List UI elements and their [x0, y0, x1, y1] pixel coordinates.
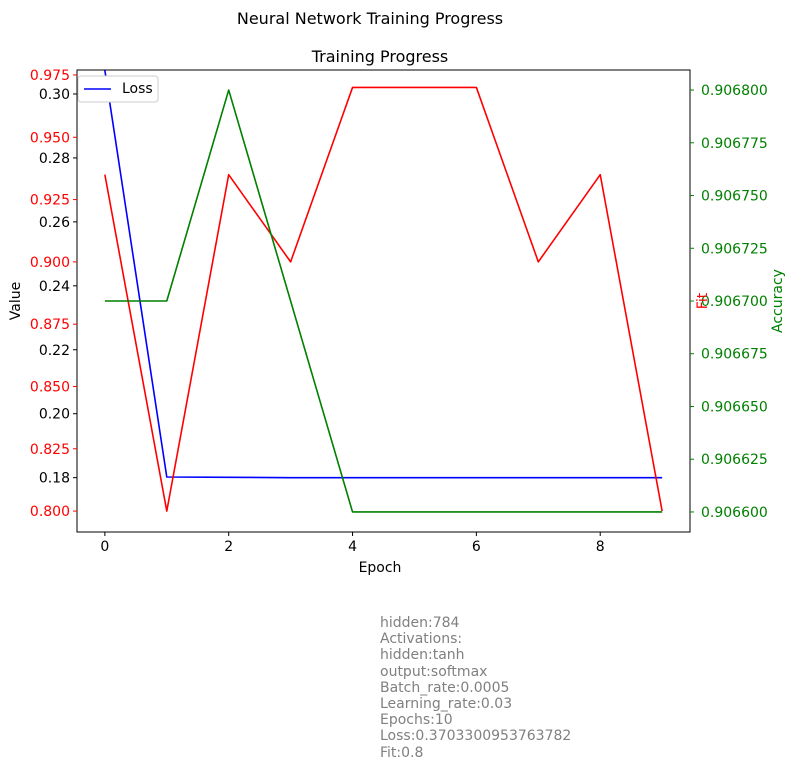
- y-tick-label-accuracy: 0.906600: [701, 505, 768, 521]
- x-tick-label: 0: [100, 539, 109, 555]
- info-line: Learning_rate:0.03: [380, 696, 513, 713]
- info-line: Epochs:10: [380, 712, 453, 729]
- y-tick-label-loss: 0.20: [39, 407, 70, 423]
- y-tick-label-fit: 0.925: [30, 193, 70, 209]
- info-line: hidden:tanh: [380, 647, 465, 664]
- y-tick-label-fit: 0.900: [30, 255, 70, 271]
- legend: Loss: [77, 75, 159, 103]
- chart-title: Training Progress: [311, 47, 449, 66]
- legend-box: [77, 75, 159, 103]
- info-line: Batch_rate:0.0005: [380, 679, 510, 696]
- series-line-accuracy: [104, 89, 663, 513]
- y-tick-label-loss: 0.30: [39, 87, 70, 103]
- y-tick-label-fit: 0.800: [30, 504, 70, 520]
- x-axis-label: Epoch: [359, 560, 402, 576]
- y-axis-label-value: Value: [8, 282, 24, 320]
- y-tick-label-fit: 0.850: [30, 379, 70, 395]
- y-tick-label-fit: 0.975: [30, 68, 70, 84]
- y-tick-label-accuracy: 0.906625: [701, 452, 768, 468]
- y-tick-label-accuracy: 0.906700: [701, 294, 768, 310]
- y-tick-label-accuracy: 0.906675: [701, 347, 768, 363]
- y-tick-label-fit: 0.950: [30, 130, 70, 146]
- info-line: Loss:0.3703300953763782: [380, 728, 572, 745]
- x-tick-label: 2: [224, 539, 233, 555]
- info-line: Activations:: [380, 631, 463, 648]
- y-tick-label-accuracy: 0.906800: [701, 83, 768, 99]
- axis-ticks: 0 2 4 6 8 0.18 0.20 0.22 0.24 0.26 0.28 0.30 0.800 0.…: [30, 68, 768, 555]
- y-tick-label-loss: 0.28: [39, 151, 70, 167]
- model-info: hidden:784 Activations: hidden:tanh output:…: [380, 615, 571, 761]
- y-axis-label-fit: Fit: [695, 292, 711, 309]
- chart: Neural Network Training Progress Trainin…: [8, 9, 786, 576]
- info-line: output:softmax: [380, 663, 488, 680]
- y-tick-label-loss: 0.18: [39, 471, 70, 487]
- y-tick-label-accuracy: 0.906750: [701, 189, 768, 205]
- x-tick-label: 6: [472, 539, 481, 555]
- series-line-fit: [104, 86, 663, 512]
- plot-frame: [76, 69, 691, 533]
- y-tick-label-fit: 0.875: [30, 317, 70, 333]
- y-tick-label-loss: 0.22: [39, 343, 70, 359]
- y-tick-label-fit: 0.825: [30, 442, 70, 458]
- x-tick-label: 4: [348, 539, 357, 555]
- plot-area: [104, 70, 663, 513]
- figure-suptitle: Neural Network Training Progress: [237, 9, 503, 28]
- y-axis-label-accuracy: Accuracy: [770, 269, 786, 333]
- series-line-loss: [104, 70, 663, 479]
- info-line: hidden:784: [380, 615, 460, 631]
- y-tick-label-accuracy: 0.906725: [701, 241, 768, 257]
- legend-label-loss: Loss: [122, 81, 153, 97]
- x-tick-label: 8: [596, 539, 605, 555]
- y-tick-label-loss: 0.24: [39, 279, 70, 295]
- y-tick-label-loss: 0.26: [39, 215, 70, 231]
- y-tick-label-accuracy: 0.906775: [701, 136, 768, 152]
- y-tick-label-accuracy: 0.906650: [701, 399, 768, 415]
- info-line: Fit:0.8: [380, 744, 424, 761]
